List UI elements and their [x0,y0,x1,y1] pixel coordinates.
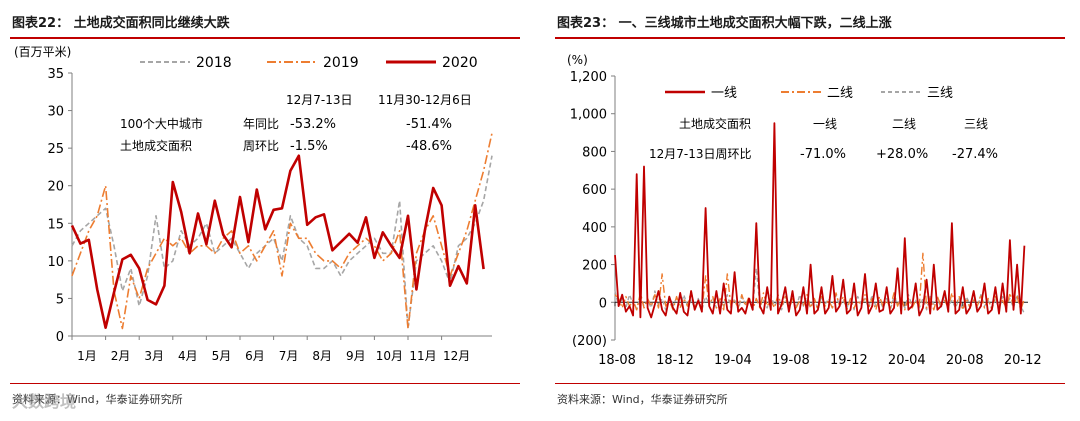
chart-panel-tier-wow: 图表23： 一、三线城市土地成交面积大幅下跌，二线上涨 (%) (200) 0 200… [545,0,1080,421]
x-tick-label: 6月 [245,349,265,363]
legend-label: 2020 [442,55,478,71]
y-tick-label: 200 [582,259,607,274]
annotation-value: -53.2% [290,117,336,132]
legend-label: 2019 [323,55,359,71]
y-tick-label: 20 [47,180,64,195]
unit-label: (百万平米) [14,45,71,59]
annotation-value: -27.4% [952,147,998,162]
series-line-2020 [70,154,485,329]
y-tick-label: 400 [582,221,607,236]
annotation-header: 12月7-13日 [286,93,353,107]
x-tick-label: 12月 [443,349,470,363]
x-tick-label: 11月 [409,349,436,363]
title-rule [10,37,520,39]
chart-svg-right: (%) (200) 0 200 400 600 800 1,000 1,200 18-08 18-1… [567,53,1042,368]
y-tick-label: 0 [56,330,64,345]
annotation-header: 土地成交面积 [679,116,751,131]
title-rule [555,37,1065,39]
y-tick-label: 30 [47,105,64,120]
x-tick-label: 19-08 [772,353,810,368]
annotation-row-label: 12月7-13日周环比 [649,147,752,161]
source-note: 资料来源：Wind，华泰证券研究所 [557,393,728,406]
annotation-value: -48.6% [406,139,452,154]
chart-svg-left: (百万平米) 0 5 10 15 20 25 30 35 1月 2月 3月 4月 5月 6月 7月 8月 9月 10… [14,45,493,363]
y-tick-label: 35 [47,67,64,82]
series-line-三线 [614,267,1026,314]
annotation-row-label: 周环比 [243,139,279,153]
series-line-2019 [71,132,493,330]
x-tick-label: 9月 [346,349,366,363]
x-tick-label: 5月 [212,349,232,363]
x-tick-label: 3月 [144,349,164,363]
y-tick-label: 5 [56,292,64,307]
x-tick-label: 4月 [178,349,198,363]
source-rule [555,383,1065,384]
series-line-2018 [71,155,493,330]
y-tick-label: 25 [47,142,64,157]
chart-title: 图表23： 一、三线城市土地成交面积大幅下跌，二线上涨 [557,16,892,31]
y-tick-label: 600 [582,183,607,198]
x-tick-label: 10月 [376,349,403,363]
y-tick-label: 1,000 [570,108,607,123]
legend-label: 一线 [711,86,737,101]
y-tick-label: (200) [572,334,607,349]
annotation-text: 100个大中城市 [120,116,203,131]
legend-label: 三线 [927,86,953,101]
annotation-text: 土地成交面积 [120,138,192,153]
x-tick-label: 19-04 [714,353,752,368]
annotation-header: 二线 [892,117,916,131]
chart-panel-land-yoy: 图表22： 土地成交面积同比继续大跌 (百万平米) 0 5 10 15 20 25 30 35 1… [0,0,535,421]
series-line-一线 [614,122,1026,319]
x-tick-label: 19-12 [830,353,868,368]
source-rule [10,383,520,384]
legend-label: 二线 [827,86,853,101]
y-tick-label: 800 [582,145,607,160]
x-tick-label: 7月 [279,349,299,363]
legend-label: 2018 [196,55,232,71]
annotation-header: 11月30-12月6日 [378,93,472,107]
x-tick-label: 18-08 [598,353,636,368]
x-tick-label: 2月 [111,349,131,363]
x-tick-label: 8月 [312,349,332,363]
annotation-value: -71.0% [800,147,846,162]
annotation-header: 一线 [813,117,837,131]
annotation-value: -1.5% [290,139,328,154]
x-tick-label: 20-08 [946,353,984,368]
x-tick-label: 18-12 [656,353,694,368]
y-tick-label: 15 [47,217,64,232]
y-tick-label: 10 [47,255,64,270]
annotation-header: 三线 [964,117,988,131]
x-tick-label: 20-04 [888,353,926,368]
watermark: 大数跨境 [12,392,77,411]
source-note: 资料来源：Wind，华泰证券研究所 [12,393,183,406]
annotation-value: -51.4% [406,117,452,132]
chart-title: 图表22： 土地成交面积同比继续大跌 [12,16,230,31]
x-tick-label: 20-12 [1004,353,1042,368]
unit-label: (%) [567,53,588,67]
annotation-row-label: 年同比 [243,117,279,131]
y-tick-label: 1,200 [570,70,607,85]
x-tick-label: 1月 [77,349,97,363]
annotation-value: +28.0% [876,147,928,162]
y-tick-label: 0 [599,296,607,311]
